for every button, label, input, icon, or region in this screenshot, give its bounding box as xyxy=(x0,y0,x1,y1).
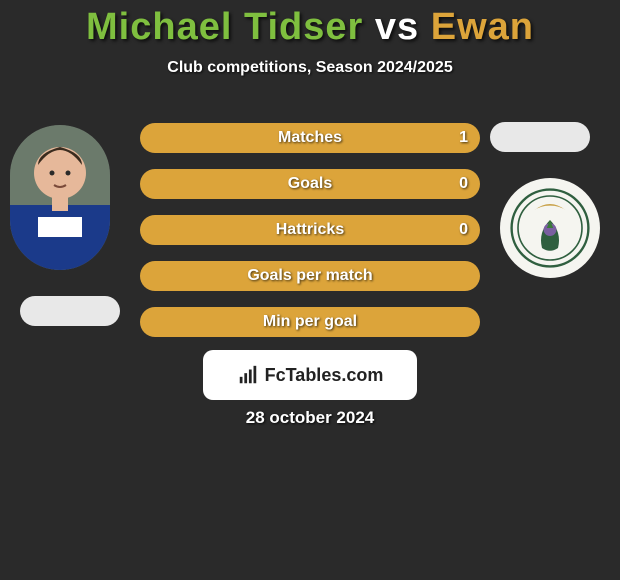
player1-avatar-svg xyxy=(10,125,110,270)
bar-matches: Matches 1 xyxy=(140,123,480,153)
player2-badge xyxy=(500,178,600,278)
subtitle: Club competitions, Season 2024/2025 xyxy=(0,59,620,77)
bar-min-per-goal: Min per goal xyxy=(140,307,480,337)
bar-matches-label: Matches xyxy=(278,129,342,147)
bar-hattricks-right: 0 xyxy=(459,215,468,245)
vs-label: vs xyxy=(375,6,419,48)
player1-avatar xyxy=(10,125,110,270)
comparison-bars: Matches 1 Goals 0 Hattricks 0 Goals per … xyxy=(140,123,480,353)
bar-matches-right: 1 xyxy=(459,123,468,153)
bar-goals-right: 0 xyxy=(459,169,468,199)
bar-hattricks: Hattricks 0 xyxy=(140,215,480,245)
player1-name: Michael Tidser xyxy=(86,6,363,48)
brand-text: FcTables.com xyxy=(265,365,384,386)
bar-goals-per-match: Goals per match xyxy=(140,261,480,291)
bar-gpm-label: Goals per match xyxy=(247,267,372,285)
player2-name: Ewan xyxy=(431,6,534,48)
bar-goals-label: Goals xyxy=(288,175,332,193)
brand-box: FcTables.com xyxy=(203,350,417,400)
bar-chart-icon xyxy=(237,364,259,386)
comparison-title: Michael Tidser vs Ewan xyxy=(0,0,620,49)
player2-pill xyxy=(490,122,590,152)
bar-goals: Goals 0 xyxy=(140,169,480,199)
snapshot-date: 28 october 2024 xyxy=(0,408,620,428)
player2-crest-icon xyxy=(510,188,590,268)
bar-mpg-label: Min per goal xyxy=(263,313,357,331)
bar-hattricks-label: Hattricks xyxy=(276,221,344,239)
player1-pill xyxy=(20,296,120,326)
